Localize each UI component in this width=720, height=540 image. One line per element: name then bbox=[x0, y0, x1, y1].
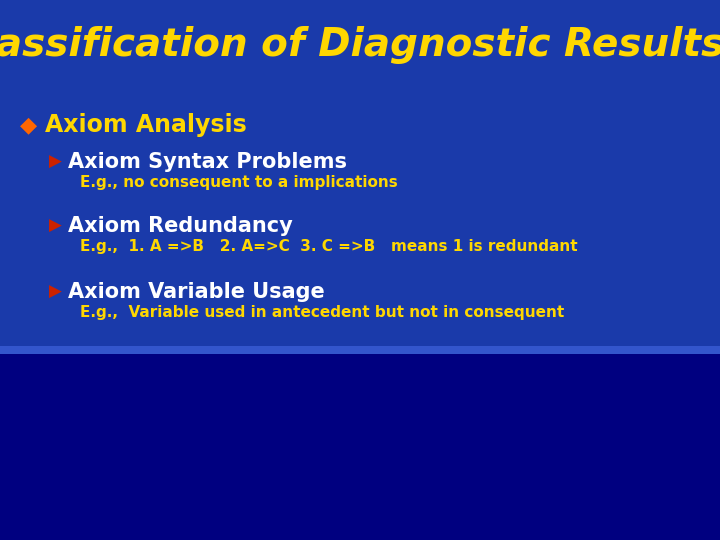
Text: Axiom Variable Usage: Axiom Variable Usage bbox=[68, 282, 325, 302]
Text: E.g., consequent repeats (portion of) antecedent: E.g., consequent repeats (portion of) an… bbox=[80, 435, 501, 450]
Text: Axiom Consistency: Axiom Consistency bbox=[68, 348, 290, 368]
Text: Axiom Tautology: Axiom Tautology bbox=[68, 412, 263, 432]
Text: ▶: ▶ bbox=[49, 153, 61, 171]
Text: Axiom Syntax Problems: Axiom Syntax Problems bbox=[68, 152, 347, 172]
Text: ▶: ▶ bbox=[49, 283, 61, 301]
Text: Axiom Redundancy: Axiom Redundancy bbox=[68, 216, 293, 236]
Text: Knowledge Systems Laboratory, Stanford University: Knowledge Systems Laboratory, Stanford U… bbox=[419, 517, 710, 527]
Text: E.g.,  Variable used in antecedent but not in consequent: E.g., Variable used in antecedent but no… bbox=[80, 306, 564, 321]
Text: E.g., no consequent to a implications: E.g., no consequent to a implications bbox=[80, 176, 397, 191]
Text: E.g., A =>  not A: E.g., A => not A bbox=[80, 372, 222, 387]
Text: 33: 33 bbox=[18, 516, 34, 529]
Text: Axiom Analysis: Axiom Analysis bbox=[45, 113, 247, 137]
Text: ▶: ▶ bbox=[49, 413, 61, 431]
Text: Classification of Diagnostic Results II: Classification of Diagnostic Results II bbox=[0, 26, 720, 64]
Text: E.g.,  1. A =>B   2. A=>C  3. C =>B   means 1 is redundant: E.g., 1. A =>B 2. A=>C 3. C =>B means 1 … bbox=[80, 240, 577, 254]
Text: ◆: ◆ bbox=[19, 115, 37, 135]
Text: ▶: ▶ bbox=[49, 217, 61, 235]
Text: ▶: ▶ bbox=[49, 349, 61, 367]
